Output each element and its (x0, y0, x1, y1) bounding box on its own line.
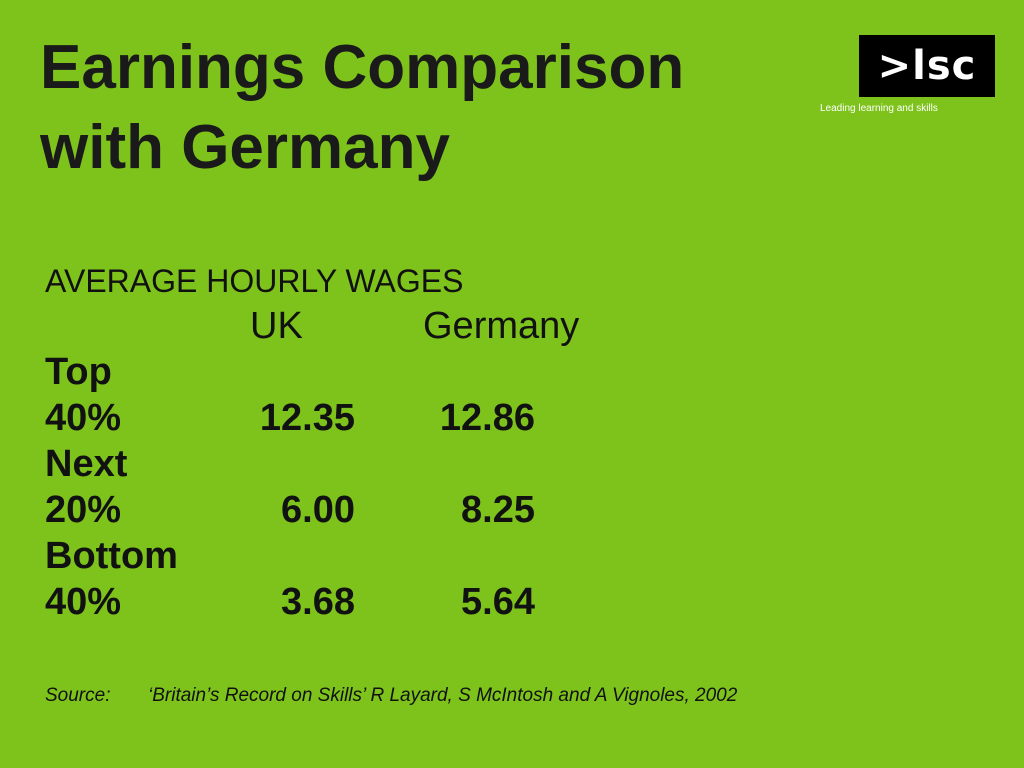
slide-title-line-2: with Germany (40, 113, 450, 182)
column-header-uk: UK (250, 305, 303, 347)
lsc-logo: >lsc (859, 35, 995, 97)
table-row: 20% 6.00 8.25 (45, 487, 665, 533)
row-label-line-1: Next (45, 443, 128, 485)
table-row-label: Bottom (45, 533, 665, 579)
column-header-germany: Germany (423, 305, 580, 347)
table-header-row: UK Germany (45, 303, 665, 349)
source-label: Source: (45, 685, 111, 706)
cell-uk-value: 3.68 (281, 581, 355, 623)
slide-title: Earnings Comparison with Germany (40, 28, 684, 188)
cell-uk-value: 6.00 (281, 489, 355, 531)
table-heading: AVERAGE HOURLY WAGES (45, 263, 464, 299)
row-label-line-1: Top (45, 351, 112, 393)
row-label-line-2: 20% (45, 489, 122, 531)
cell-germany-value: 8.25 (461, 489, 535, 531)
source-text: ‘Britain’s Record on Skills’ R Layard, S… (148, 685, 738, 706)
row-label-line-1: Bottom (45, 535, 178, 577)
cell-germany-value: 5.64 (461, 581, 535, 623)
table-row: 40% 3.68 5.64 (45, 579, 665, 625)
slide-title-line-1: Earnings Comparison (40, 33, 685, 102)
source-citation: Source: ‘Britain’s Record on Skills’ R La… (45, 684, 737, 708)
wages-table: UK Germany Top 40% 12.35 12.86 Next 20% … (45, 303, 665, 625)
table-row: 40% 12.35 12.86 (45, 395, 665, 441)
row-label-line-2: 40% (45, 397, 122, 439)
row-label-line-2: 40% (45, 581, 122, 623)
cell-uk-value: 12.35 (259, 397, 355, 439)
table-row-label: Next (45, 441, 665, 487)
cell-germany-value: 12.86 (439, 397, 535, 439)
table-row-label: Top (45, 349, 665, 395)
lsc-tagline: Leading learning and skills (820, 103, 938, 114)
